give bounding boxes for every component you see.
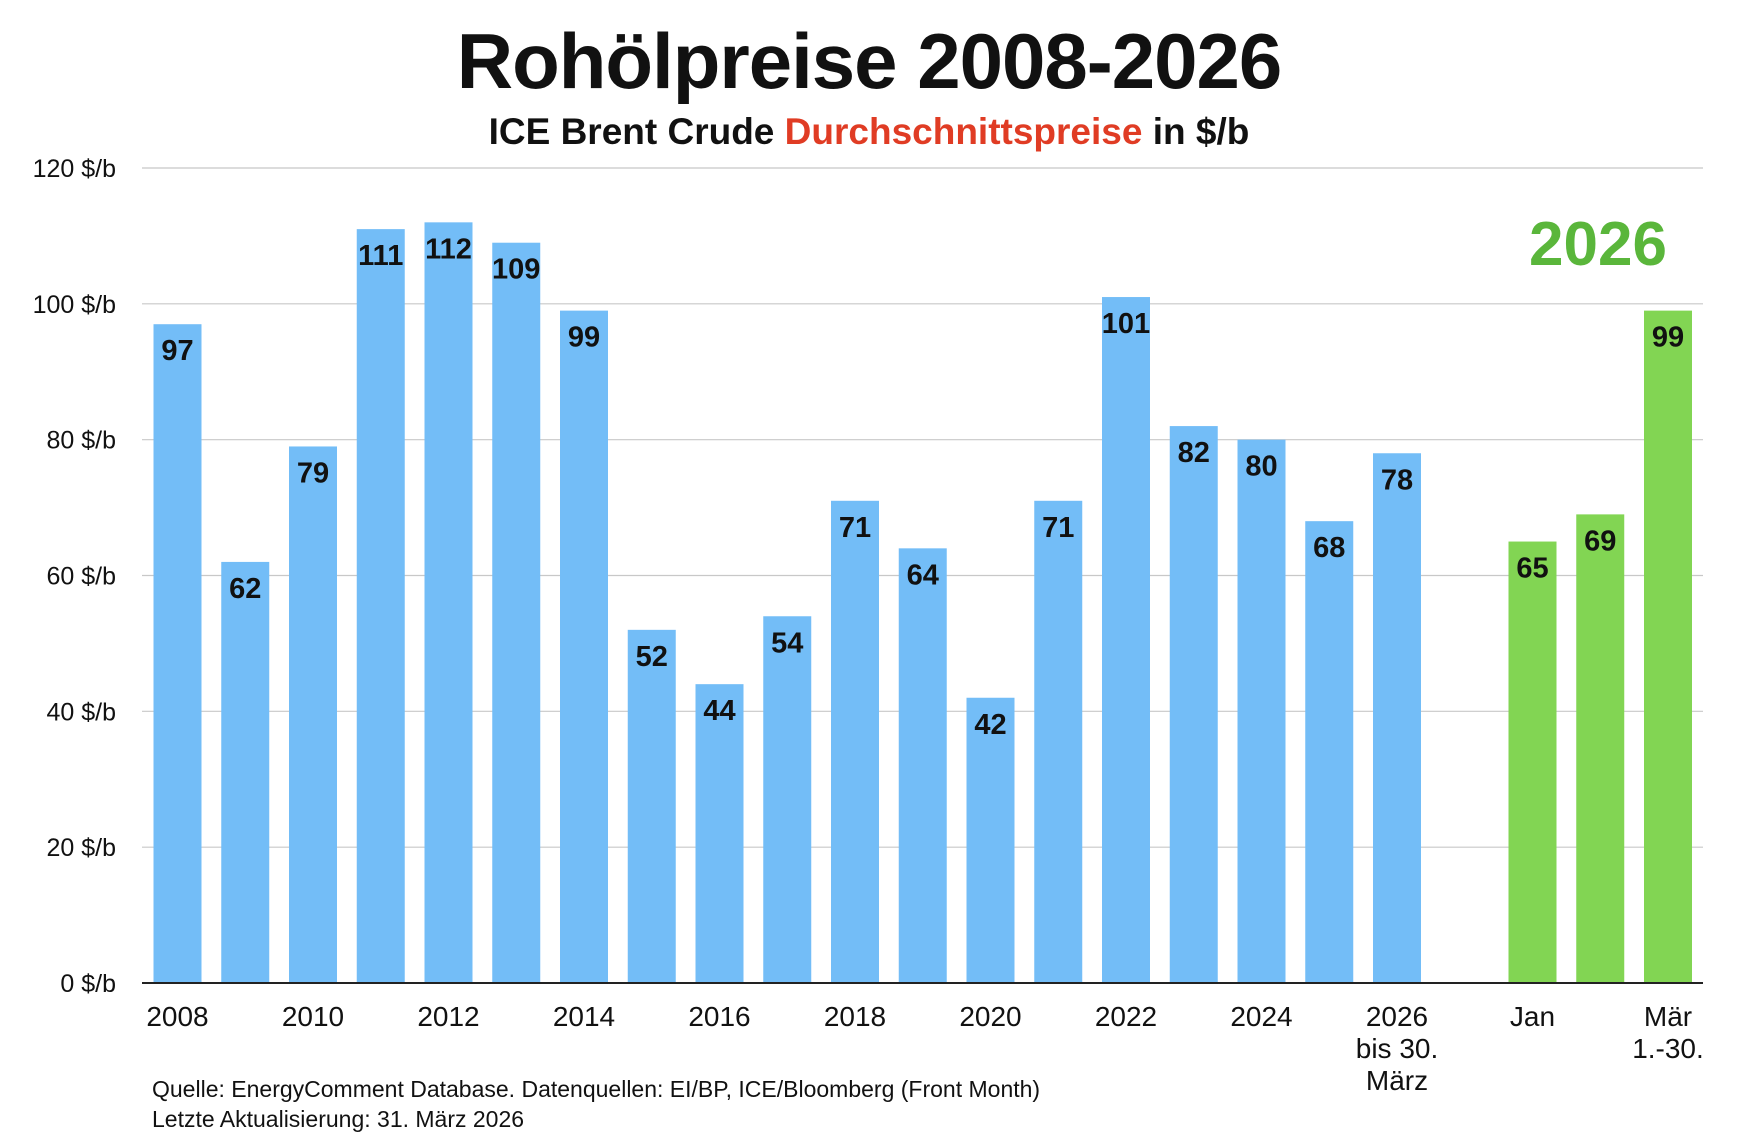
bar-value-label: 78 (1381, 464, 1413, 496)
bar (492, 242, 541, 984)
bar (424, 222, 473, 984)
x-tick-label: 2018 (824, 1001, 886, 1032)
y-tick-label: 120 $/b (33, 155, 116, 183)
bar-value-label: 99 (1652, 322, 1684, 354)
bar (763, 616, 812, 983)
bar (153, 324, 202, 983)
x-tick-label: Mär 1.-30. (1632, 1001, 1704, 1064)
bar-value-label: 101 (1102, 308, 1150, 340)
bar-value-label: 112 (425, 233, 472, 265)
bar-value-label: 111 (358, 240, 403, 272)
bar-value-label: 65 (1516, 553, 1548, 585)
x-tick-label: Jan (1510, 1001, 1555, 1032)
subtitle-part1: ICE Brent Crude (488, 111, 785, 152)
bar (1237, 439, 1286, 984)
bar (695, 684, 744, 983)
x-tick-label: 2020 (959, 1001, 1021, 1032)
x-tick-label: 2024 (1230, 1001, 1292, 1032)
bar (1305, 521, 1354, 983)
bar (1169, 426, 1218, 983)
subtitle-part2: in $/b (1142, 111, 1250, 152)
chart-title: Rohölpreise 2008-2026 (456, 17, 1282, 105)
bar (1102, 297, 1150, 984)
bar (898, 548, 947, 983)
y-tick-label: 60 $/b (46, 563, 116, 591)
y-tick-label: 40 $/b (46, 698, 116, 726)
bar (1644, 310, 1692, 983)
bar (966, 697, 1015, 983)
x-tick-label: 2026 bis 30. März (1356, 1001, 1439, 1096)
value-labels: 97 62 79 111 112 109 99 52 44 54 71 64 42 71 101 82 80 68… (161, 233, 1684, 740)
bar-value-label: 64 (907, 559, 939, 591)
bar (221, 561, 270, 983)
x-tick-label: 2022 (1095, 1001, 1157, 1032)
bar-value-label: 80 (1245, 451, 1277, 483)
y-tick-label: 80 $/b (46, 427, 116, 455)
bars (153, 222, 1692, 984)
y-axis-labels: 0 $/b 20 $/b 40 $/b 60 $/b 80 $/b 100 $/b 120 … (33, 155, 116, 998)
bar (289, 446, 337, 983)
bar (831, 500, 879, 983)
x-tick-label: 2010 (282, 1001, 344, 1032)
x-tick-label: 2014 (553, 1001, 615, 1032)
bar-value-label: 44 (703, 695, 735, 727)
bar-value-label: 97 (161, 335, 193, 367)
x-tick-label: 2008 (146, 1001, 208, 1032)
year-badge: 2026 (1529, 210, 1667, 279)
x-tick-label: 2012 (417, 1001, 479, 1032)
bar (627, 629, 676, 983)
chart-subtitle: ICE Brent Crude Durchschnittspreise in $… (0, 111, 1738, 153)
bar-value-label: 79 (297, 457, 329, 489)
bar-value-label: 82 (1178, 437, 1210, 469)
x-axis-labels: 2008 2010 2012 2014 2016 2018 2020 2022 2024 2026… (146, 1001, 1703, 1096)
bar-value-label: 52 (636, 641, 668, 673)
bar-value-label: 71 (1042, 512, 1074, 544)
bar-value-label: 69 (1584, 525, 1616, 557)
y-tick-label: 0 $/b (60, 970, 116, 998)
bar (1576, 514, 1625, 983)
bar-value-label: 109 (492, 254, 540, 286)
update-note: Letzte Aktualisierung: 31. März 2026 (152, 1106, 525, 1132)
x-tick-label: 2016 (688, 1001, 750, 1032)
bar-value-label: 99 (568, 322, 600, 354)
bar (356, 229, 405, 983)
bar (1373, 453, 1421, 983)
bar-value-label: 68 (1313, 532, 1345, 564)
y-tick-label: 20 $/b (46, 834, 116, 862)
bar (1034, 500, 1083, 983)
source-note: Quelle: EnergyComment Database. Datenque… (152, 1076, 1041, 1102)
bar-value-label: 71 (839, 512, 871, 544)
bar (1508, 541, 1557, 983)
bar-value-label: 62 (229, 573, 261, 605)
bar-value-label: 42 (974, 709, 1006, 741)
subtitle-highlight: Durchschnittspreise (784, 111, 1143, 152)
bar-value-label: 54 (771, 627, 803, 659)
bar (560, 310, 608, 983)
y-tick-label: 100 $/b (33, 291, 116, 319)
